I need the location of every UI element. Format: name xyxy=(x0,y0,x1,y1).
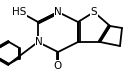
Text: S: S xyxy=(91,7,97,17)
Text: N: N xyxy=(54,7,62,17)
Text: HS: HS xyxy=(12,7,26,17)
Text: N: N xyxy=(35,37,43,47)
Text: O: O xyxy=(54,61,62,71)
